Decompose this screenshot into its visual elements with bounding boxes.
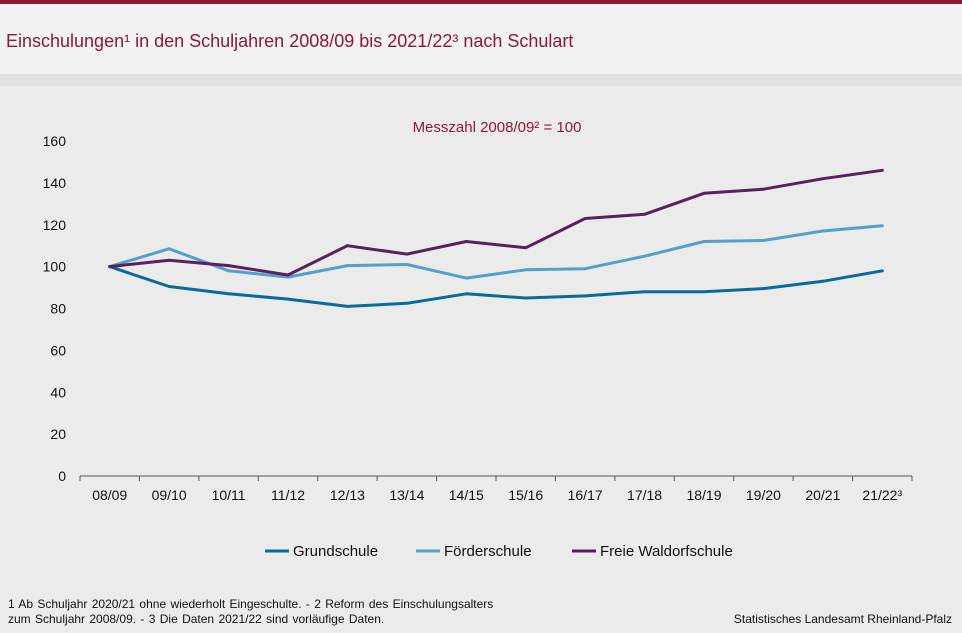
data-point: [167, 258, 171, 262]
y-tick-label: 40: [50, 384, 66, 400]
x-tick-label: 10/11: [212, 487, 246, 503]
y-tick-label: 100: [43, 259, 67, 275]
data-point: [821, 279, 825, 283]
y-tick-label: 80: [50, 301, 66, 317]
data-point: [643, 212, 646, 216]
title-area: Einschulungen¹ in den Schuljahren 2008/0…: [0, 4, 962, 74]
series-line-2: [108, 224, 884, 280]
x-tick-label: 18/19: [686, 487, 721, 503]
x-tick-label: 19/20: [746, 487, 781, 503]
data-point: [227, 269, 230, 273]
footnote-line-2: zum Schuljahr 2008/09. - 3 Die Daten 202…: [8, 612, 385, 626]
data-point: [167, 247, 171, 251]
data-point: [762, 239, 765, 242]
data-point: [702, 290, 706, 294]
data-point: [524, 296, 528, 300]
data-point: [643, 290, 646, 294]
data-point: [405, 301, 409, 305]
footnote: 1 Ab Schuljahr 2020/21 ohne wiederholt E…: [8, 597, 568, 627]
data-point: [464, 292, 468, 296]
y-tick-label: 60: [50, 342, 66, 358]
data-point: [880, 269, 884, 273]
y-tick-label: 140: [43, 175, 67, 191]
source-label: Statistisches Landesamt Rheinland-Pfalz: [733, 612, 952, 626]
y-tick-label: 20: [50, 426, 66, 442]
series-line-3: [108, 168, 884, 277]
data-point: [583, 294, 587, 298]
data-point: [227, 264, 230, 267]
data-point: [167, 285, 171, 288]
x-tick-label: 20/21: [805, 487, 840, 503]
y-tick-label: 120: [43, 217, 67, 233]
data-point: [286, 297, 290, 301]
data-point: [464, 240, 468, 243]
data-point: [880, 224, 884, 228]
data-point: [821, 177, 825, 181]
data-point: [821, 229, 825, 233]
chart-subtitle: Messzahl 2008/09² = 100: [413, 119, 582, 136]
x-tick-label: 16/17: [568, 487, 603, 503]
legend: Grundschule Förderschule Freie Waldorfschu…: [265, 543, 733, 560]
series-line-1: [108, 265, 884, 308]
x-tick-label: 14/15: [449, 487, 484, 503]
data-point: [762, 287, 765, 291]
data-point: [405, 263, 409, 266]
data-point: [286, 273, 290, 277]
y-tick-label: 160: [43, 133, 67, 149]
legend-label: Förderschule: [444, 543, 532, 560]
separator-strip: [0, 74, 962, 86]
legend-label: Freie Waldorfschule: [600, 543, 733, 560]
x-tick-label: 15/16: [508, 487, 543, 503]
data-point: [524, 246, 528, 250]
chart-area: Messzahl 2008/09² = 100 08/09 09/10 10/11 1…: [0, 86, 962, 596]
data-point: [346, 244, 349, 248]
y-tick-label: 0: [58, 468, 66, 484]
chart-title: Einschulungen¹ in den Schuljahren 2008/0…: [6, 31, 574, 51]
data-point: [464, 276, 468, 280]
data-point: [583, 217, 587, 220]
x-tick-label: 12/13: [330, 487, 365, 503]
x-tick-label: 09/10: [152, 487, 187, 503]
x-tick-label: 11/12: [271, 487, 305, 503]
data-point: [108, 265, 112, 269]
data-point: [346, 264, 349, 267]
x-tick-label: 17/18: [627, 487, 662, 503]
legend-label: Grundschule: [293, 543, 378, 560]
data-point: [346, 305, 349, 308]
data-point: [227, 292, 230, 296]
axes: 08/09 09/10 10/11 11/12 12/13 13/14 14/15 15/16…: [43, 133, 913, 503]
x-tick-label: 13/14: [389, 487, 424, 503]
data-point: [524, 268, 528, 272]
x-tick-label: 21/22³: [862, 487, 902, 503]
data-point: [643, 254, 646, 258]
data-point: [405, 252, 409, 256]
data-point: [880, 168, 884, 172]
x-tick-label: 08/09: [92, 487, 127, 503]
data-point: [702, 191, 706, 195]
top-accent-bar: [0, 0, 962, 4]
data-point: [583, 267, 587, 271]
line-chart: Messzahl 2008/09² = 100 08/09 09/10 10/11 1…: [43, 119, 913, 560]
data-point: [702, 240, 706, 243]
data-point: [762, 187, 765, 191]
footnote-line-1: 1 Ab Schuljahr 2020/21 ohne wiederholt E…: [8, 597, 494, 611]
footer: 1 Ab Schuljahr 2020/21 ohne wiederholt E…: [0, 596, 962, 633]
series-lines: [108, 168, 884, 308]
